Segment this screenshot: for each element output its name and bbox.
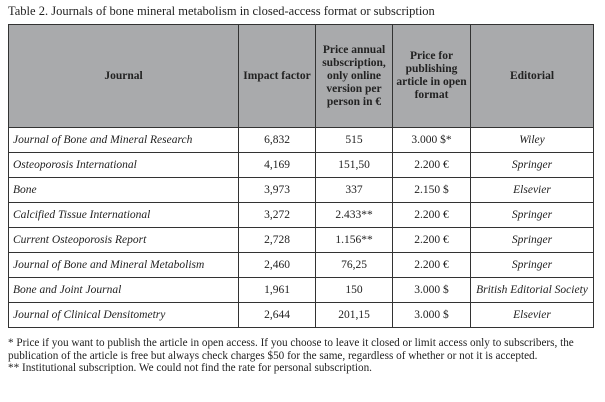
cell-editorial: British Editorial Society [470, 277, 594, 303]
cell-journal: Journal of Bone and Mineral Metabolism [8, 252, 239, 278]
cell-journal: Current Osteoporosis Report [8, 227, 239, 253]
cell-journal: Calcified Tissue International [8, 202, 239, 228]
header-editorial: Editorial [470, 24, 594, 128]
table-body: Journal of Bone and Mineral Research 6,83… [8, 127, 594, 328]
footnote-open-access: * Price if you want to publish the artic… [8, 337, 574, 362]
cell-impact-factor: 1,961 [238, 277, 316, 303]
cell-editorial: Springer [470, 227, 594, 253]
cell-editorial: Springer [470, 202, 594, 228]
footnotes: * Price if you want to publish the artic… [8, 337, 598, 375]
cell-editorial: Elsevier [470, 177, 594, 203]
cell-journal: Bone [8, 177, 239, 203]
cell-impact-factor: 6,832 [238, 127, 316, 153]
table-caption: Table 2. Journals of bone mineral metabo… [8, 4, 435, 18]
cell-impact-factor: 2,644 [238, 302, 316, 328]
cell-open-price: 3.000 $* [392, 127, 471, 153]
cell-subscription-price: 150 [315, 277, 393, 303]
cell-subscription-price: 515 [315, 127, 393, 153]
table-row: Journal of Bone and Mineral Metabolism 2,… [8, 252, 594, 278]
cell-subscription-price: 151,50 [315, 152, 393, 178]
table-row: Bone 3,973 337 2.150 $ Elsevier [8, 177, 594, 203]
cell-impact-factor: 2,728 [238, 227, 316, 253]
cell-journal: Osteoporosis International [8, 152, 239, 178]
cell-open-price: 3.000 $ [392, 277, 471, 303]
cell-journal: Bone and Joint Journal [8, 277, 239, 303]
cell-open-price: 2.200 € [392, 202, 471, 228]
cell-journal: Journal of Clinical Densitometry [8, 302, 239, 328]
cell-open-price: 2.150 $ [392, 177, 471, 203]
cell-editorial: Springer [470, 152, 594, 178]
table-row: Current Osteoporosis Report 2,728 1.156** 2… [8, 227, 594, 253]
table-row: Journal of Bone and Mineral Research 6,83… [8, 127, 594, 153]
cell-subscription-price: 1.156** [315, 227, 393, 253]
cell-subscription-price: 2.433** [315, 202, 393, 228]
table-row: Bone and Joint Journal 1,961 150 3.000 $ Bri… [8, 277, 594, 303]
journals-table: Journal Impact factor Price annual subsc… [8, 24, 594, 328]
cell-subscription-price: 76,25 [315, 252, 393, 278]
table-row: Calcified Tissue International 3,272 2.433… [8, 202, 594, 228]
cell-editorial: Wiley [470, 127, 594, 153]
cell-subscription-price: 337 [315, 177, 393, 203]
cell-open-price: 2.200 € [392, 252, 471, 278]
cell-editorial: Springer [470, 252, 594, 278]
cell-impact-factor: 4,169 [238, 152, 316, 178]
cell-open-price: 3.000 $ [392, 302, 471, 328]
cell-editorial: Elsevier [470, 302, 594, 328]
header-open-price: Price for publishing article in open for… [392, 24, 471, 128]
cell-journal: Journal of Bone and Mineral Research [8, 127, 239, 153]
footnote-institutional: ** Institutional subscription. We could … [8, 362, 372, 374]
table-row: Journal of Clinical Densitometry 2,644 201… [8, 302, 594, 328]
cell-subscription-price: 201,15 [315, 302, 393, 328]
cell-open-price: 2.200 € [392, 227, 471, 253]
header-impact-factor: Impact factor [238, 24, 316, 128]
header-subscription-price: Price annual subscription, only online v… [315, 24, 393, 128]
cell-impact-factor: 3,272 [238, 202, 316, 228]
table-row: Osteoporosis International 4,169 151,50 2.2… [8, 152, 594, 178]
header-journal: Journal [8, 24, 239, 128]
cell-impact-factor: 2,460 [238, 252, 316, 278]
cell-impact-factor: 3,973 [238, 177, 316, 203]
header-row: Journal Impact factor Price annual subsc… [8, 24, 594, 128]
cell-open-price: 2.200 € [392, 152, 471, 178]
